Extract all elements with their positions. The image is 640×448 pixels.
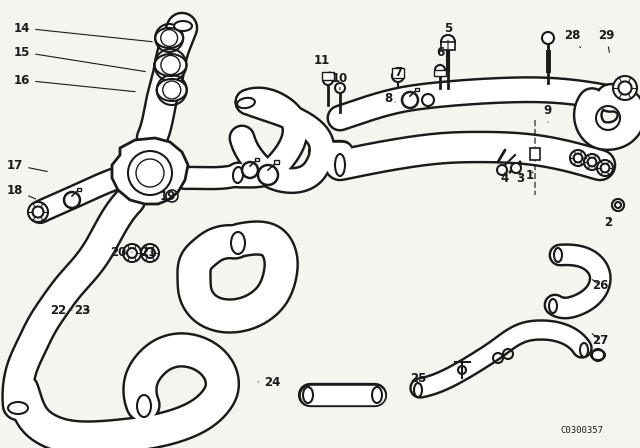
Ellipse shape xyxy=(157,79,187,101)
Circle shape xyxy=(402,92,418,108)
Bar xyxy=(434,70,446,76)
Circle shape xyxy=(64,192,80,208)
Text: 3: 3 xyxy=(516,172,524,185)
Text: 29: 29 xyxy=(598,29,614,52)
Text: 4: 4 xyxy=(501,172,509,185)
Circle shape xyxy=(392,70,404,82)
Bar xyxy=(441,42,455,50)
Text: C0300357: C0300357 xyxy=(560,426,603,435)
Bar xyxy=(392,68,404,78)
Bar xyxy=(530,148,540,160)
Text: 15: 15 xyxy=(14,46,145,72)
Text: 1: 1 xyxy=(526,168,534,181)
Ellipse shape xyxy=(414,383,422,397)
Ellipse shape xyxy=(335,154,345,176)
Ellipse shape xyxy=(580,343,588,357)
Ellipse shape xyxy=(231,232,245,254)
Text: 24: 24 xyxy=(258,375,280,388)
Ellipse shape xyxy=(303,387,313,403)
Ellipse shape xyxy=(237,98,255,108)
Text: 8: 8 xyxy=(384,91,395,104)
Bar xyxy=(77,188,81,191)
Text: 16: 16 xyxy=(14,73,135,92)
Ellipse shape xyxy=(137,395,151,417)
Circle shape xyxy=(323,75,333,85)
Circle shape xyxy=(123,244,141,262)
Circle shape xyxy=(335,83,345,93)
Circle shape xyxy=(141,244,159,262)
Circle shape xyxy=(613,76,637,100)
Circle shape xyxy=(242,162,258,178)
Circle shape xyxy=(612,199,624,211)
Bar xyxy=(255,158,259,161)
Circle shape xyxy=(570,150,586,166)
Circle shape xyxy=(441,35,455,49)
Text: 7: 7 xyxy=(394,65,402,85)
Text: 11: 11 xyxy=(314,53,330,73)
Ellipse shape xyxy=(554,248,562,262)
Text: 5: 5 xyxy=(444,22,452,52)
Ellipse shape xyxy=(233,167,243,183)
Text: 14: 14 xyxy=(14,22,152,42)
Circle shape xyxy=(435,65,445,75)
Text: 28: 28 xyxy=(564,29,580,47)
Text: 26: 26 xyxy=(592,279,608,292)
Circle shape xyxy=(511,163,521,173)
Text: 25: 25 xyxy=(410,371,432,384)
Circle shape xyxy=(258,165,278,185)
Circle shape xyxy=(28,202,48,222)
Bar xyxy=(322,72,334,80)
Ellipse shape xyxy=(372,387,382,403)
Text: 27: 27 xyxy=(592,333,608,346)
Text: 17: 17 xyxy=(7,159,47,172)
Circle shape xyxy=(497,165,507,175)
Circle shape xyxy=(542,32,554,44)
Ellipse shape xyxy=(591,350,605,360)
Text: 10: 10 xyxy=(332,72,348,90)
Text: 19: 19 xyxy=(160,190,176,202)
Text: 20: 20 xyxy=(110,246,132,258)
Text: 22: 22 xyxy=(50,303,72,316)
Circle shape xyxy=(584,154,600,170)
Ellipse shape xyxy=(174,21,192,31)
Bar xyxy=(274,160,279,164)
Bar xyxy=(415,88,419,91)
Ellipse shape xyxy=(154,54,186,76)
Text: 23: 23 xyxy=(74,303,90,316)
Ellipse shape xyxy=(549,299,557,313)
Ellipse shape xyxy=(8,402,28,414)
Circle shape xyxy=(597,160,613,176)
Ellipse shape xyxy=(155,28,183,48)
Polygon shape xyxy=(112,138,188,204)
Text: 9: 9 xyxy=(544,103,552,122)
Text: 18: 18 xyxy=(7,184,35,199)
Text: 2: 2 xyxy=(604,215,612,228)
Text: 21: 21 xyxy=(140,246,156,258)
Text: 6: 6 xyxy=(436,46,444,65)
